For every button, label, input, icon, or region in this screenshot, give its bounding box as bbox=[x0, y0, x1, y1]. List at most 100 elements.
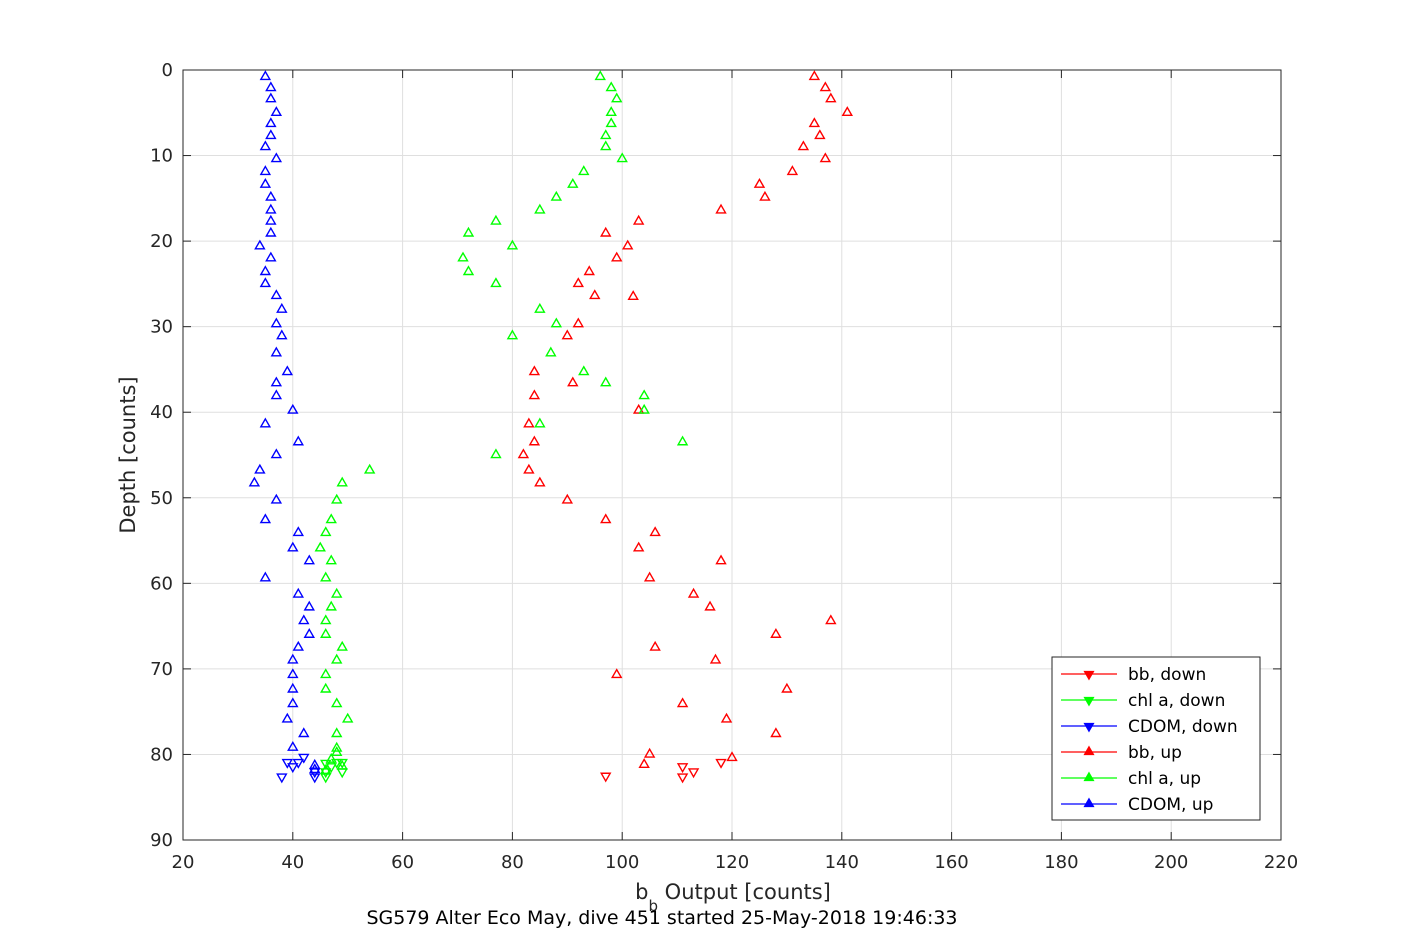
data-point bbox=[331, 697, 343, 708]
legend-entry: CDOM, up bbox=[1061, 795, 1213, 815]
data-point bbox=[786, 165, 799, 176]
data-markers bbox=[248, 70, 853, 784]
data-point bbox=[320, 614, 332, 625]
data-point bbox=[259, 265, 272, 276]
legend-label: CDOM, down bbox=[1128, 717, 1238, 737]
x-axis-label-rest: Output [counts] bbox=[658, 880, 831, 904]
legend-label: CDOM, up bbox=[1128, 795, 1213, 815]
data-point bbox=[781, 682, 793, 693]
data-point bbox=[561, 329, 574, 340]
data-point bbox=[797, 140, 810, 151]
data-point bbox=[331, 746, 343, 757]
data-point bbox=[331, 727, 343, 738]
data-point bbox=[265, 251, 277, 262]
data-point bbox=[363, 463, 376, 474]
data-point bbox=[632, 214, 645, 225]
data-point bbox=[534, 476, 546, 487]
data-point bbox=[490, 214, 502, 225]
data-point bbox=[265, 203, 277, 214]
data-point bbox=[320, 628, 332, 638]
data-point bbox=[336, 640, 348, 651]
data-point bbox=[331, 587, 343, 598]
data-point bbox=[808, 70, 821, 81]
legend-marker bbox=[1083, 771, 1095, 782]
data-point bbox=[320, 526, 332, 537]
data-point bbox=[303, 628, 315, 638]
data-point bbox=[600, 226, 612, 237]
data-point bbox=[270, 317, 283, 328]
data-point bbox=[281, 712, 294, 723]
data-point bbox=[287, 541, 299, 552]
data-point bbox=[265, 190, 277, 201]
data-point bbox=[298, 753, 310, 764]
data-point bbox=[545, 346, 557, 357]
legend-label: bb, up bbox=[1128, 743, 1182, 763]
legend-label: chl a, down bbox=[1128, 691, 1225, 711]
data-point bbox=[643, 571, 656, 582]
data-point bbox=[281, 365, 294, 376]
x-tick-label: 120 bbox=[715, 852, 749, 873]
data-point bbox=[287, 697, 299, 708]
data-point bbox=[309, 763, 321, 774]
data-point bbox=[325, 763, 337, 774]
data-point bbox=[704, 600, 716, 611]
y-tick-label: 40 bbox=[150, 402, 173, 423]
data-point bbox=[709, 653, 722, 664]
chart-caption: SG579 Alter Eco May, dive 451 started 25… bbox=[366, 907, 957, 929]
legend-label: bb, down bbox=[1128, 665, 1206, 685]
data-point bbox=[687, 587, 700, 598]
y-tick-label: 90 bbox=[150, 830, 173, 851]
y-tick-label: 50 bbox=[150, 488, 173, 509]
x-tick-label: 20 bbox=[172, 852, 195, 873]
legend-entry: CDOM, down bbox=[1061, 717, 1238, 737]
series-chl-a-up bbox=[314, 70, 689, 774]
data-point bbox=[259, 277, 272, 288]
data-point bbox=[528, 365, 541, 376]
data-point bbox=[825, 614, 837, 625]
data-point bbox=[600, 376, 612, 387]
data-point bbox=[309, 758, 321, 769]
series-cdom-up bbox=[248, 70, 321, 774]
data-point bbox=[331, 758, 343, 769]
data-point bbox=[528, 389, 541, 400]
data-point bbox=[621, 239, 634, 250]
data-point bbox=[303, 554, 315, 565]
data-point bbox=[605, 106, 617, 117]
data-point bbox=[523, 463, 535, 474]
data-point bbox=[265, 81, 277, 92]
data-point bbox=[720, 712, 733, 723]
data-point bbox=[320, 682, 332, 693]
data-point bbox=[287, 653, 299, 664]
data-point bbox=[331, 741, 343, 752]
data-point bbox=[550, 190, 563, 201]
data-point bbox=[600, 129, 612, 140]
legend-marker bbox=[1083, 722, 1095, 733]
data-point bbox=[325, 600, 337, 611]
data-point bbox=[649, 640, 661, 651]
data-point bbox=[841, 106, 853, 117]
data-point bbox=[292, 640, 304, 651]
data-point bbox=[287, 740, 299, 751]
data-point bbox=[687, 768, 700, 779]
data-point bbox=[649, 526, 661, 537]
legend-label: chl a, up bbox=[1128, 769, 1201, 789]
data-point bbox=[325, 513, 337, 524]
data-point bbox=[490, 448, 502, 459]
data-point bbox=[726, 751, 738, 762]
data-point bbox=[276, 329, 288, 340]
data-point bbox=[715, 758, 727, 769]
data-point bbox=[336, 768, 348, 779]
data-point bbox=[600, 513, 612, 524]
x-tick-label: 40 bbox=[281, 852, 304, 873]
data-point bbox=[523, 417, 535, 428]
y-tick-label: 20 bbox=[150, 231, 173, 252]
data-point bbox=[331, 493, 343, 504]
data-point bbox=[336, 759, 348, 770]
y-tick-label: 0 bbox=[162, 60, 173, 81]
data-point bbox=[270, 152, 283, 163]
data-point bbox=[457, 251, 469, 262]
data-point bbox=[676, 435, 689, 446]
data-point bbox=[534, 203, 546, 214]
legend-marker bbox=[1083, 696, 1095, 707]
data-point bbox=[320, 759, 332, 770]
